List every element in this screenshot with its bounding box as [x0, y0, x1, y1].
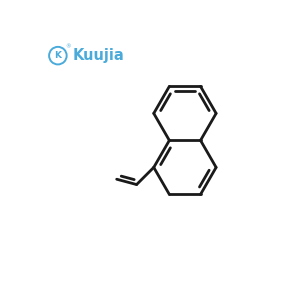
Text: K: K	[54, 51, 61, 60]
Text: Kuujia: Kuujia	[72, 48, 124, 63]
Text: ®: ®	[65, 44, 70, 49]
